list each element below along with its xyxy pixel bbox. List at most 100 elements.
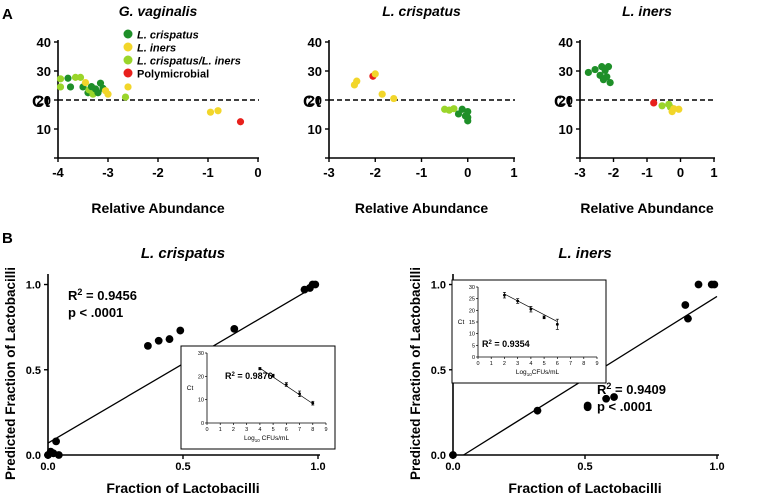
- inset-data-point: [529, 307, 533, 311]
- inset-y-tick-label: 30: [198, 351, 204, 357]
- y-axis-label: Ct: [554, 92, 572, 111]
- y-tick-label: 0.0: [26, 450, 41, 462]
- y-tick-label: 20: [308, 93, 322, 108]
- inset-x-tick-label: 6: [556, 361, 559, 367]
- inset-chart: 0 1 2 3 4 5 6 7 8 9 0 10 20 30 Ct Log10 CFUs/mL R2 = 0.9…: [180, 345, 336, 450]
- data-point-l-crispatus: [603, 73, 611, 81]
- inset-r-squared-label: R2 = 0.9354: [482, 339, 530, 349]
- data-point: [176, 326, 185, 335]
- inset-x-tick-label: 3: [245, 427, 248, 433]
- data-point-l-iners: [353, 77, 361, 85]
- inset-chart: 0 1 2 3 4 5 6 7 8 9 0 5 10 15 20 25 30 Ct Log10CFUs/mL R2 =…: [451, 279, 607, 384]
- y-tick-label: 10: [559, 122, 573, 137]
- data-point: [165, 335, 174, 343]
- chart-title: G. vaginalis: [119, 3, 198, 19]
- p-value-label: p < .0001: [597, 399, 652, 414]
- data-point-l-crispatus: [464, 117, 472, 125]
- chart-g-vaginalis-ct: G. vaginalis 10 20 30 40 -4 -3 -2 -1 0 Ct Relative …: [32, 3, 262, 216]
- inset-data-point: [298, 392, 301, 396]
- inset-x-tick-label: 7: [569, 361, 572, 367]
- y-tick-label: 10: [37, 122, 51, 137]
- y-tick-label: 30: [308, 64, 322, 79]
- x-tick-label: 1.0: [310, 461, 325, 473]
- inset-y-tick-label: 20: [198, 374, 204, 380]
- inset-data-point: [284, 383, 288, 386]
- inset-y-axis-label: Ct: [187, 385, 194, 392]
- y-tick-label: 0.5: [431, 365, 446, 377]
- data-point-l-crispatus-l-iners: [450, 105, 458, 113]
- y-tick-label: 1.0: [431, 280, 446, 292]
- x-axis-label: Relative Abundance: [355, 200, 489, 216]
- y-tick-label: 40: [559, 35, 573, 50]
- data-point: [681, 301, 690, 309]
- data-point-l-crispatus: [64, 74, 72, 82]
- legend-label-l-crispatus-l-iners: L. crispatus/L. iners: [137, 56, 241, 68]
- inset-x-tick-label: 0: [476, 361, 479, 367]
- data-point-polymicrobial: [236, 118, 245, 126]
- data-point: [533, 406, 542, 415]
- inset-x-tick-label: 9: [324, 427, 327, 433]
- data-point-l-crispatus: [464, 108, 472, 116]
- inset-y-tick-label: 20: [469, 308, 475, 314]
- inset-frame: [451, 279, 607, 384]
- inset-x-tick-label: 7: [298, 427, 301, 433]
- legend-label-polymicrobial: Polymicrobial: [137, 69, 209, 81]
- x-tick-label: 0: [464, 165, 471, 180]
- inset-x-tick-label: 1: [219, 427, 222, 433]
- inset-frame: [180, 345, 336, 450]
- inset-data-point: [311, 401, 315, 405]
- inset-data-point: [555, 322, 559, 326]
- x-axis-label: Fraction of Lactobacilli: [106, 480, 259, 496]
- legend-label-l-crispatus: L. crispatus: [137, 30, 199, 42]
- x-axis-label: Relative Abundance: [91, 200, 225, 216]
- data-point-l-crispatus-l-iners: [56, 83, 65, 91]
- legend-label-l-iners: L. iners: [137, 43, 176, 55]
- inset-x-tick-label: 8: [582, 361, 585, 367]
- data-point-l-crispatus: [604, 63, 613, 71]
- y-tick-label: 30: [37, 64, 51, 79]
- inset-r-squared-label: R2 = 0.9876: [225, 371, 273, 381]
- y-tick-label: 0.5: [26, 365, 41, 377]
- inset-x-tick-label: 5: [543, 361, 546, 367]
- inset-x-tick-label: 2: [232, 427, 235, 433]
- chart-title: L. iners: [558, 245, 611, 262]
- x-tick-label: 0.0: [445, 461, 460, 473]
- data-point-polymicrobial: [650, 99, 658, 107]
- data-point: [54, 451, 63, 459]
- inset-y-tick-label: 0: [201, 421, 204, 427]
- r-squared-label: R2 = 0.9456: [68, 287, 137, 303]
- inset-x-tick-label: 3: [516, 361, 519, 367]
- y-tick-label: 10: [308, 122, 322, 137]
- panel-label-b: B: [2, 230, 13, 247]
- data-point-l-crispatus: [458, 105, 466, 113]
- data-point-l-iners: [104, 90, 112, 98]
- inset-data-point: [542, 315, 546, 319]
- x-tick-label: -1: [641, 165, 653, 180]
- inset-data-point: [503, 293, 506, 297]
- data-point: [710, 280, 719, 289]
- inset-y-tick-label: 30: [469, 285, 475, 291]
- inset-y-tick-label: 25: [469, 297, 475, 303]
- data-point-l-crispatus-l-iners: [658, 102, 666, 110]
- data-point-l-iners: [390, 94, 398, 103]
- y-tick-label: 40: [308, 35, 322, 50]
- x-tick-label: 0: [677, 165, 684, 180]
- y-axis-label: Ct: [32, 92, 50, 111]
- y-tick-label: 30: [559, 64, 573, 79]
- data-point-l-crispatus-l-iners: [56, 75, 65, 83]
- chart-title: L. crispatus: [382, 3, 461, 19]
- data-point: [449, 451, 457, 459]
- chart-l-crispatus-ct: L. crispatus 10 20 30 40 -3 -2 -1 0 1 Ct Relative A…: [303, 3, 518, 216]
- r-squared-label: R2 = 0.9409: [597, 381, 666, 397]
- legend-marker-l-iners: [123, 42, 133, 52]
- data-point-l-iners: [371, 70, 379, 78]
- x-tick-label: -4: [52, 165, 64, 180]
- data-point: [52, 437, 60, 446]
- inset-y-tick-label: 10: [198, 398, 204, 404]
- x-tick-label: 1: [710, 165, 717, 180]
- data-point: [684, 314, 692, 323]
- inset-y-axis-label: Ct: [458, 319, 465, 326]
- data-point-l-iners: [124, 83, 132, 91]
- legend-marker-l-crispatus: [123, 29, 133, 39]
- inset-x-tick-label: 9: [595, 361, 598, 367]
